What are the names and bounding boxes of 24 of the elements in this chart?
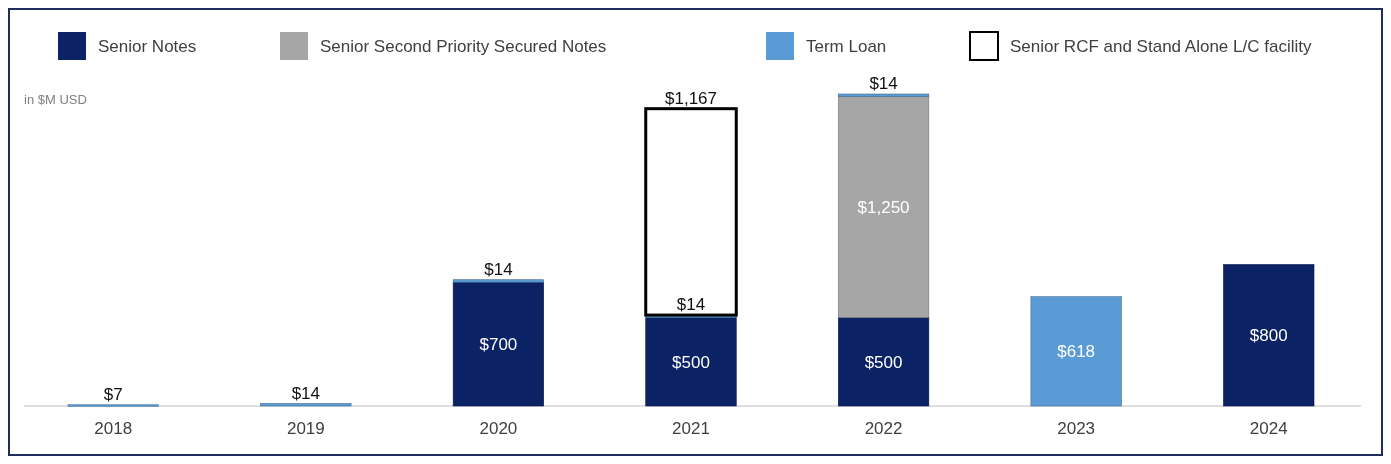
x-tick-label: 2021 xyxy=(672,419,710,438)
legend-label: Senior Second Priority Secured Notes xyxy=(320,37,607,56)
x-tick-label: 2018 xyxy=(94,419,133,438)
x-tick-label: 2022 xyxy=(864,419,903,438)
data-label: $700 xyxy=(479,335,518,355)
x-tick-label: 2024 xyxy=(1249,419,1288,438)
x-tick-label: 2020 xyxy=(479,419,518,438)
data-label: $800 xyxy=(1249,326,1288,346)
legend-label: Senior Notes xyxy=(98,37,197,56)
annotation: in $M USD xyxy=(24,92,87,107)
data-label: $14 xyxy=(869,74,898,93)
data-label: $14 xyxy=(676,295,706,315)
legend-label: Senior RCF and Stand Alone L/C facility xyxy=(1010,37,1312,56)
data-label: $14 xyxy=(291,383,321,403)
data-label: $7 xyxy=(103,384,123,404)
data-label: $618 xyxy=(1057,342,1096,362)
data-label: $14 xyxy=(484,259,513,279)
x-tick-label: 2019 xyxy=(286,419,325,438)
data-label: $1,250 xyxy=(857,198,910,218)
data-label: $500 xyxy=(672,352,710,372)
data-label: $500 xyxy=(864,352,903,372)
x-tick-label: 2023 xyxy=(1057,419,1096,438)
legend-label: Term Loan xyxy=(806,37,887,56)
data-label: $1,167 xyxy=(665,88,717,108)
